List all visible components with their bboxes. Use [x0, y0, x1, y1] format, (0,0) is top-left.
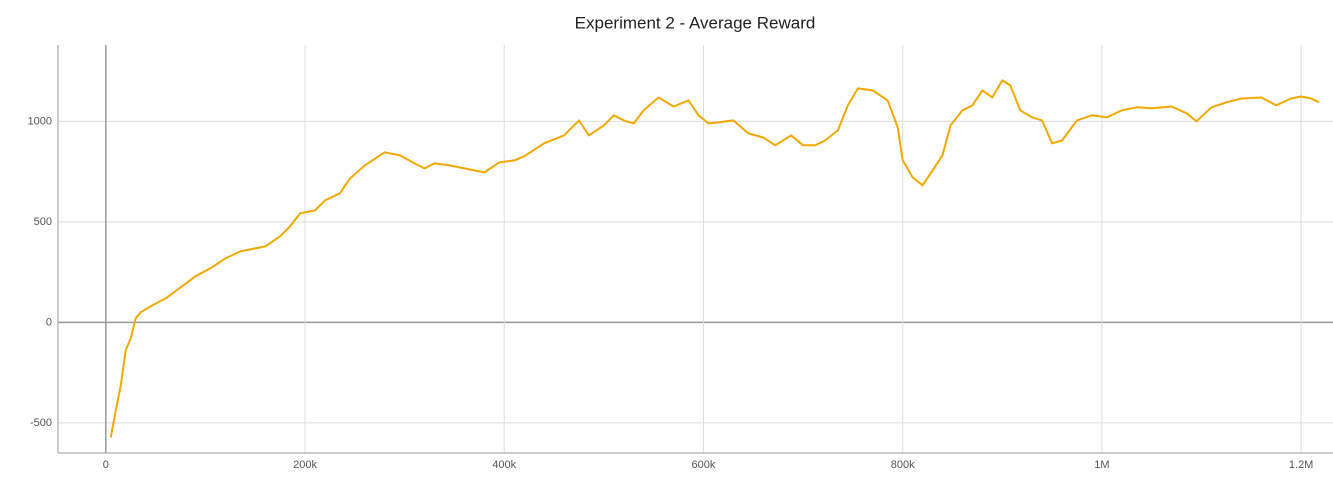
y-tick-label: 500 — [34, 216, 52, 228]
x-tick-label: 0 — [103, 459, 109, 471]
data-line — [109, 79, 1320, 438]
y-tick-label: 1000 — [28, 115, 52, 127]
x-tick-label: 1.2M — [1289, 459, 1313, 471]
x-tick-label: 400k — [492, 459, 516, 471]
x-tick-label: 600k — [692, 459, 716, 471]
y-tick-label: 0 — [46, 316, 52, 328]
x-tick-label: 200k — [293, 459, 317, 471]
y-tick-label: -500 — [30, 417, 52, 429]
x-tick-label: 1M — [1094, 459, 1109, 471]
x-tick-label: 800k — [891, 459, 915, 471]
chart-title: Experiment 2 - Average Reward — [575, 13, 816, 32]
